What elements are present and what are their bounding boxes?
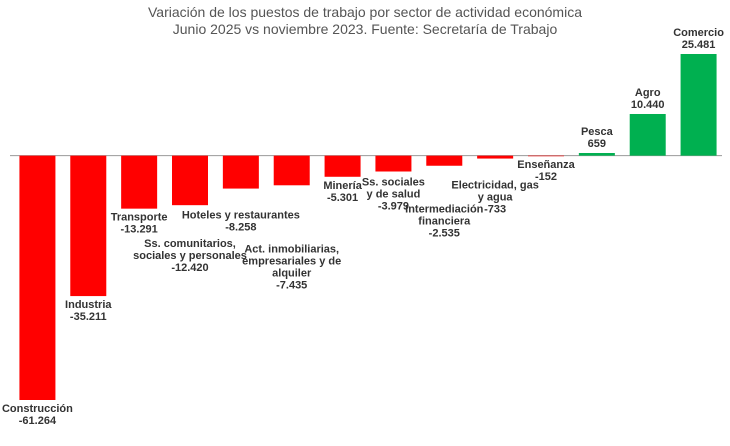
bar [172,155,208,206]
category-label: Comercio [673,27,724,39]
bar [477,155,514,159]
bar [19,155,56,400]
bar [629,113,666,156]
category-label: Electricidad, gas y agua [451,180,538,204]
chart-title: Variación de los puestos de trabajo por … [148,4,582,20]
bar [273,155,310,186]
bar [324,155,361,177]
category-label: Ss. sociales y de salud [362,177,425,201]
category-label: Hoteles y restaurantes [182,210,300,222]
category-label: Industria [65,299,112,311]
bar [528,155,564,157]
bar [578,153,615,156]
category-label: Pesca [581,126,614,138]
category-label: Construcción [2,403,73,415]
value-label: -13.291 [120,224,157,236]
bar [70,155,107,297]
value-label: -35.211 [70,311,107,323]
value-label: -5.301 [327,192,358,204]
value-label: -733 [484,204,506,216]
value-label: -3.979 [378,201,409,213]
category-label: Minería [323,180,362,192]
value-label: -12.420 [171,262,208,274]
category-label: Intermediación financiera [405,204,484,228]
value-label: -152 [535,171,557,183]
category-label: Act. inmobiliarias, empresariales y de alq… [242,243,341,279]
bar [222,155,259,189]
value-label: 659 [588,138,606,150]
bar [426,155,463,166]
category-label: Transporte [111,212,168,224]
value-label: -8.258 [225,222,256,234]
category-label: Enseñanza [517,159,575,171]
category-label: Ss. comunitarios, sociales y personales [133,238,247,262]
category-label: Agro [635,87,661,99]
value-label: 10.440 [631,99,665,111]
bar [680,54,717,156]
value-label: -61.264 [19,415,57,427]
chart-subtitle: Junio 2025 vs noviembre 2023. Fuente: Se… [173,21,558,37]
bar [121,155,158,209]
value-label: 25.481 [682,39,716,51]
value-label: -7.435 [276,279,307,291]
bar [375,155,412,172]
value-label: -2.535 [429,228,460,240]
